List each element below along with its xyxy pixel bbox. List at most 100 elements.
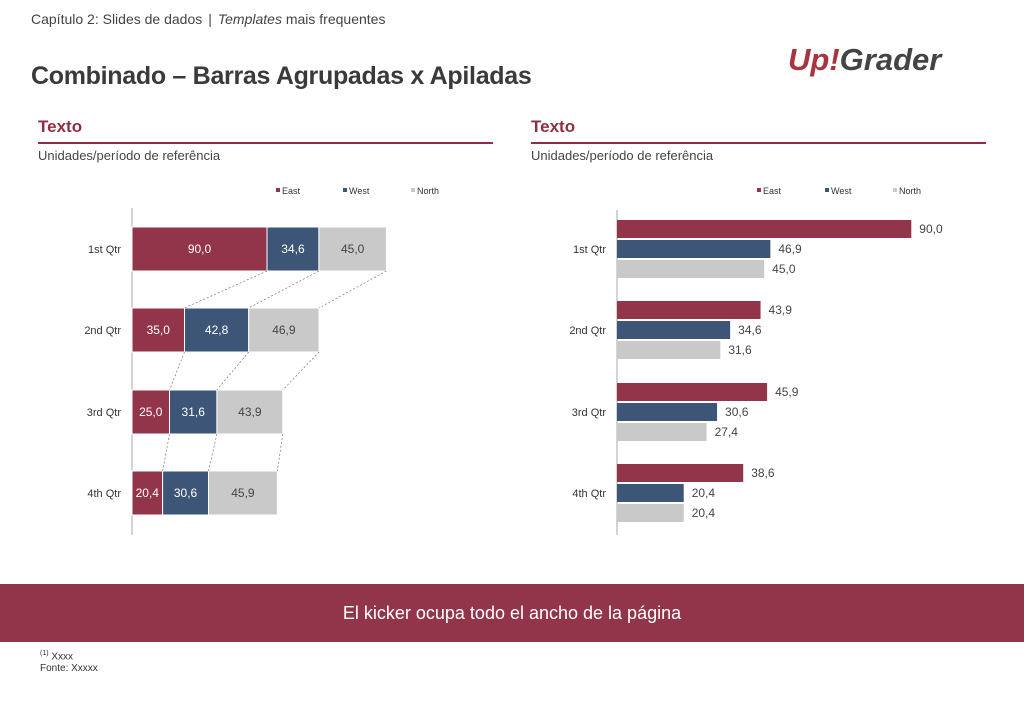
footnotes: (1) Xxxx Fonte: Xxxxx xyxy=(40,648,98,675)
clustered-data-label: 34,6 xyxy=(738,323,762,337)
footnote-source: Fonte: Xxxxx xyxy=(40,663,98,675)
stacked-legend-label-0: East xyxy=(282,186,301,196)
footnote-marker: (1) xyxy=(40,650,49,657)
stacked-bar-west xyxy=(266,226,320,272)
stacked-data-label: 34,6 xyxy=(281,242,305,256)
clustered-category-label: 1st Qtr xyxy=(573,244,606,256)
clustered-data-label: 20,4 xyxy=(692,486,716,500)
stacked-series-line xyxy=(169,351,185,391)
left-panel-heading: Texto xyxy=(38,117,83,136)
stacked-bar-north xyxy=(248,307,320,353)
clustered-bar-north xyxy=(617,504,684,522)
stacked-data-label: 30,6 xyxy=(174,486,198,500)
clustered-legend-label-2: North xyxy=(899,186,921,196)
clustered-bar-north xyxy=(617,341,721,359)
stacked-data-label: 20,4 xyxy=(136,486,160,500)
stacked-bar-north xyxy=(208,470,278,516)
stacked-bar-west xyxy=(162,470,210,516)
stacked-data-label: 45,0 xyxy=(341,242,365,256)
stacked-data-label: 35,0 xyxy=(147,323,171,337)
stacked-data-label: 43,9 xyxy=(238,405,262,419)
logo-up: Up xyxy=(788,42,829,77)
clustered-legend-label-1: West xyxy=(831,186,852,196)
clustered-category-label: 3rd Qtr xyxy=(572,407,607,419)
breadcrumb-italic: Templates xyxy=(217,11,282,27)
stacked-data-label: 31,6 xyxy=(182,405,206,419)
right-panel-heading: Texto xyxy=(531,117,576,136)
clustered-bar-north xyxy=(617,423,707,441)
clustered-data-label: 46,9 xyxy=(778,242,802,256)
kicker-banner: El kicker ocupa todo el ancho de la pági… xyxy=(0,584,1024,642)
stacked-bar-east xyxy=(131,470,164,516)
clustered-data-label: 90,0 xyxy=(919,222,943,236)
clustered-bar-east xyxy=(617,220,912,238)
logo-grader: Grader xyxy=(840,42,944,77)
stacked-series-line xyxy=(208,433,218,472)
clustered-legend-label-0: East xyxy=(763,186,782,196)
clustered-bar-north xyxy=(617,260,765,278)
stacked-data-label: 45,9 xyxy=(231,486,255,500)
breadcrumb-separator: | xyxy=(208,11,212,27)
clustered-legend-swatch-0 xyxy=(757,188,761,192)
clustered-data-label: 30,6 xyxy=(725,405,749,419)
clustered-data-label: 27,4 xyxy=(715,425,739,439)
stacked-legend-swatch-1 xyxy=(343,188,347,192)
breadcrumb-chapter: Capítulo 2: Slides de dados xyxy=(31,11,203,27)
clustered-legend-swatch-2 xyxy=(893,188,897,192)
clustered-data-label: 38,6 xyxy=(751,466,775,480)
clustered-bar-west xyxy=(617,321,731,339)
clustered-bar-west xyxy=(617,403,718,421)
stacked-legend-swatch-2 xyxy=(411,188,415,192)
stacked-bar-east xyxy=(131,307,185,353)
right-panel-rule xyxy=(531,142,986,144)
clustered-bar-east xyxy=(617,464,744,482)
stacked-category-label: 4th Qtr xyxy=(87,488,121,500)
kicker-text: El kicker ocupa todo el ancho de la pági… xyxy=(342,602,682,623)
upgrader-logo: Up!Grader xyxy=(788,42,943,77)
stacked-series-line xyxy=(184,270,268,309)
clustered-data-label: 45,0 xyxy=(772,262,796,276)
stacked-data-label: 46,9 xyxy=(272,323,296,337)
logo-text: Up!Grader xyxy=(788,42,943,77)
footnote-note: Xxxx xyxy=(51,651,74,663)
stacked-bar-east xyxy=(131,226,268,272)
charts-canvas: East West North 1st Qtr 90,0 34,6 45,0 2nd Qtr 3… xyxy=(84,186,943,535)
breadcrumb-rest: mais frequentes xyxy=(285,11,386,27)
clustered-category-label: 4th Qtr xyxy=(572,488,606,500)
clustered-bar-west xyxy=(617,484,684,502)
stacked-data-label: 42,8 xyxy=(205,323,229,337)
stacked-category-label: 1st Qtr xyxy=(88,244,121,256)
stacked-bar-east xyxy=(131,389,170,435)
stacked-series-line xyxy=(282,351,320,391)
clustered-legend-swatch-1 xyxy=(825,188,829,192)
clustered-bar-east xyxy=(617,383,768,401)
page-title: Combinado – Barras Agrupadas x Apiladas xyxy=(31,62,532,90)
left-panel-subheading: Unidades/período de referência xyxy=(38,148,221,163)
stacked-series-line xyxy=(216,351,249,391)
stacked-series-line xyxy=(318,270,387,309)
stacked-series-line xyxy=(248,270,320,309)
stacked-legend-swatch-0 xyxy=(276,188,280,192)
footnote-1: (1) Xxxx xyxy=(40,648,98,663)
stacked-bar-west xyxy=(169,389,218,435)
stacked-data-label: 90,0 xyxy=(188,242,212,256)
stacked-bar-north xyxy=(216,389,284,435)
stacked-data-label: 25,0 xyxy=(139,405,163,419)
stacked-bar-west xyxy=(184,307,250,353)
clustered-bar-west xyxy=(617,240,771,258)
stacked-series-line xyxy=(277,433,284,472)
clustered-category-label: 2nd Qtr xyxy=(569,325,606,337)
stacked-category-label: 3rd Qtr xyxy=(87,407,122,419)
stacked-legend-label-2: North xyxy=(417,186,439,196)
clustered-data-label: 43,9 xyxy=(769,303,793,317)
clustered-bar-east xyxy=(617,301,761,319)
left-panel-rule xyxy=(38,142,493,144)
clustered-data-label: 20,4 xyxy=(692,506,716,520)
breadcrumb: Capítulo 2: Slides de dados | Templates ma… xyxy=(31,11,385,27)
clustered-data-label: 45,9 xyxy=(775,385,799,399)
stacked-legend-label-1: West xyxy=(349,186,370,196)
stacked-category-label: 2nd Qtr xyxy=(84,325,121,337)
right-panel-subheading: Unidades/período de referência xyxy=(531,148,714,163)
stacked-series-line xyxy=(162,433,170,472)
stacked-bar-north xyxy=(318,226,387,272)
